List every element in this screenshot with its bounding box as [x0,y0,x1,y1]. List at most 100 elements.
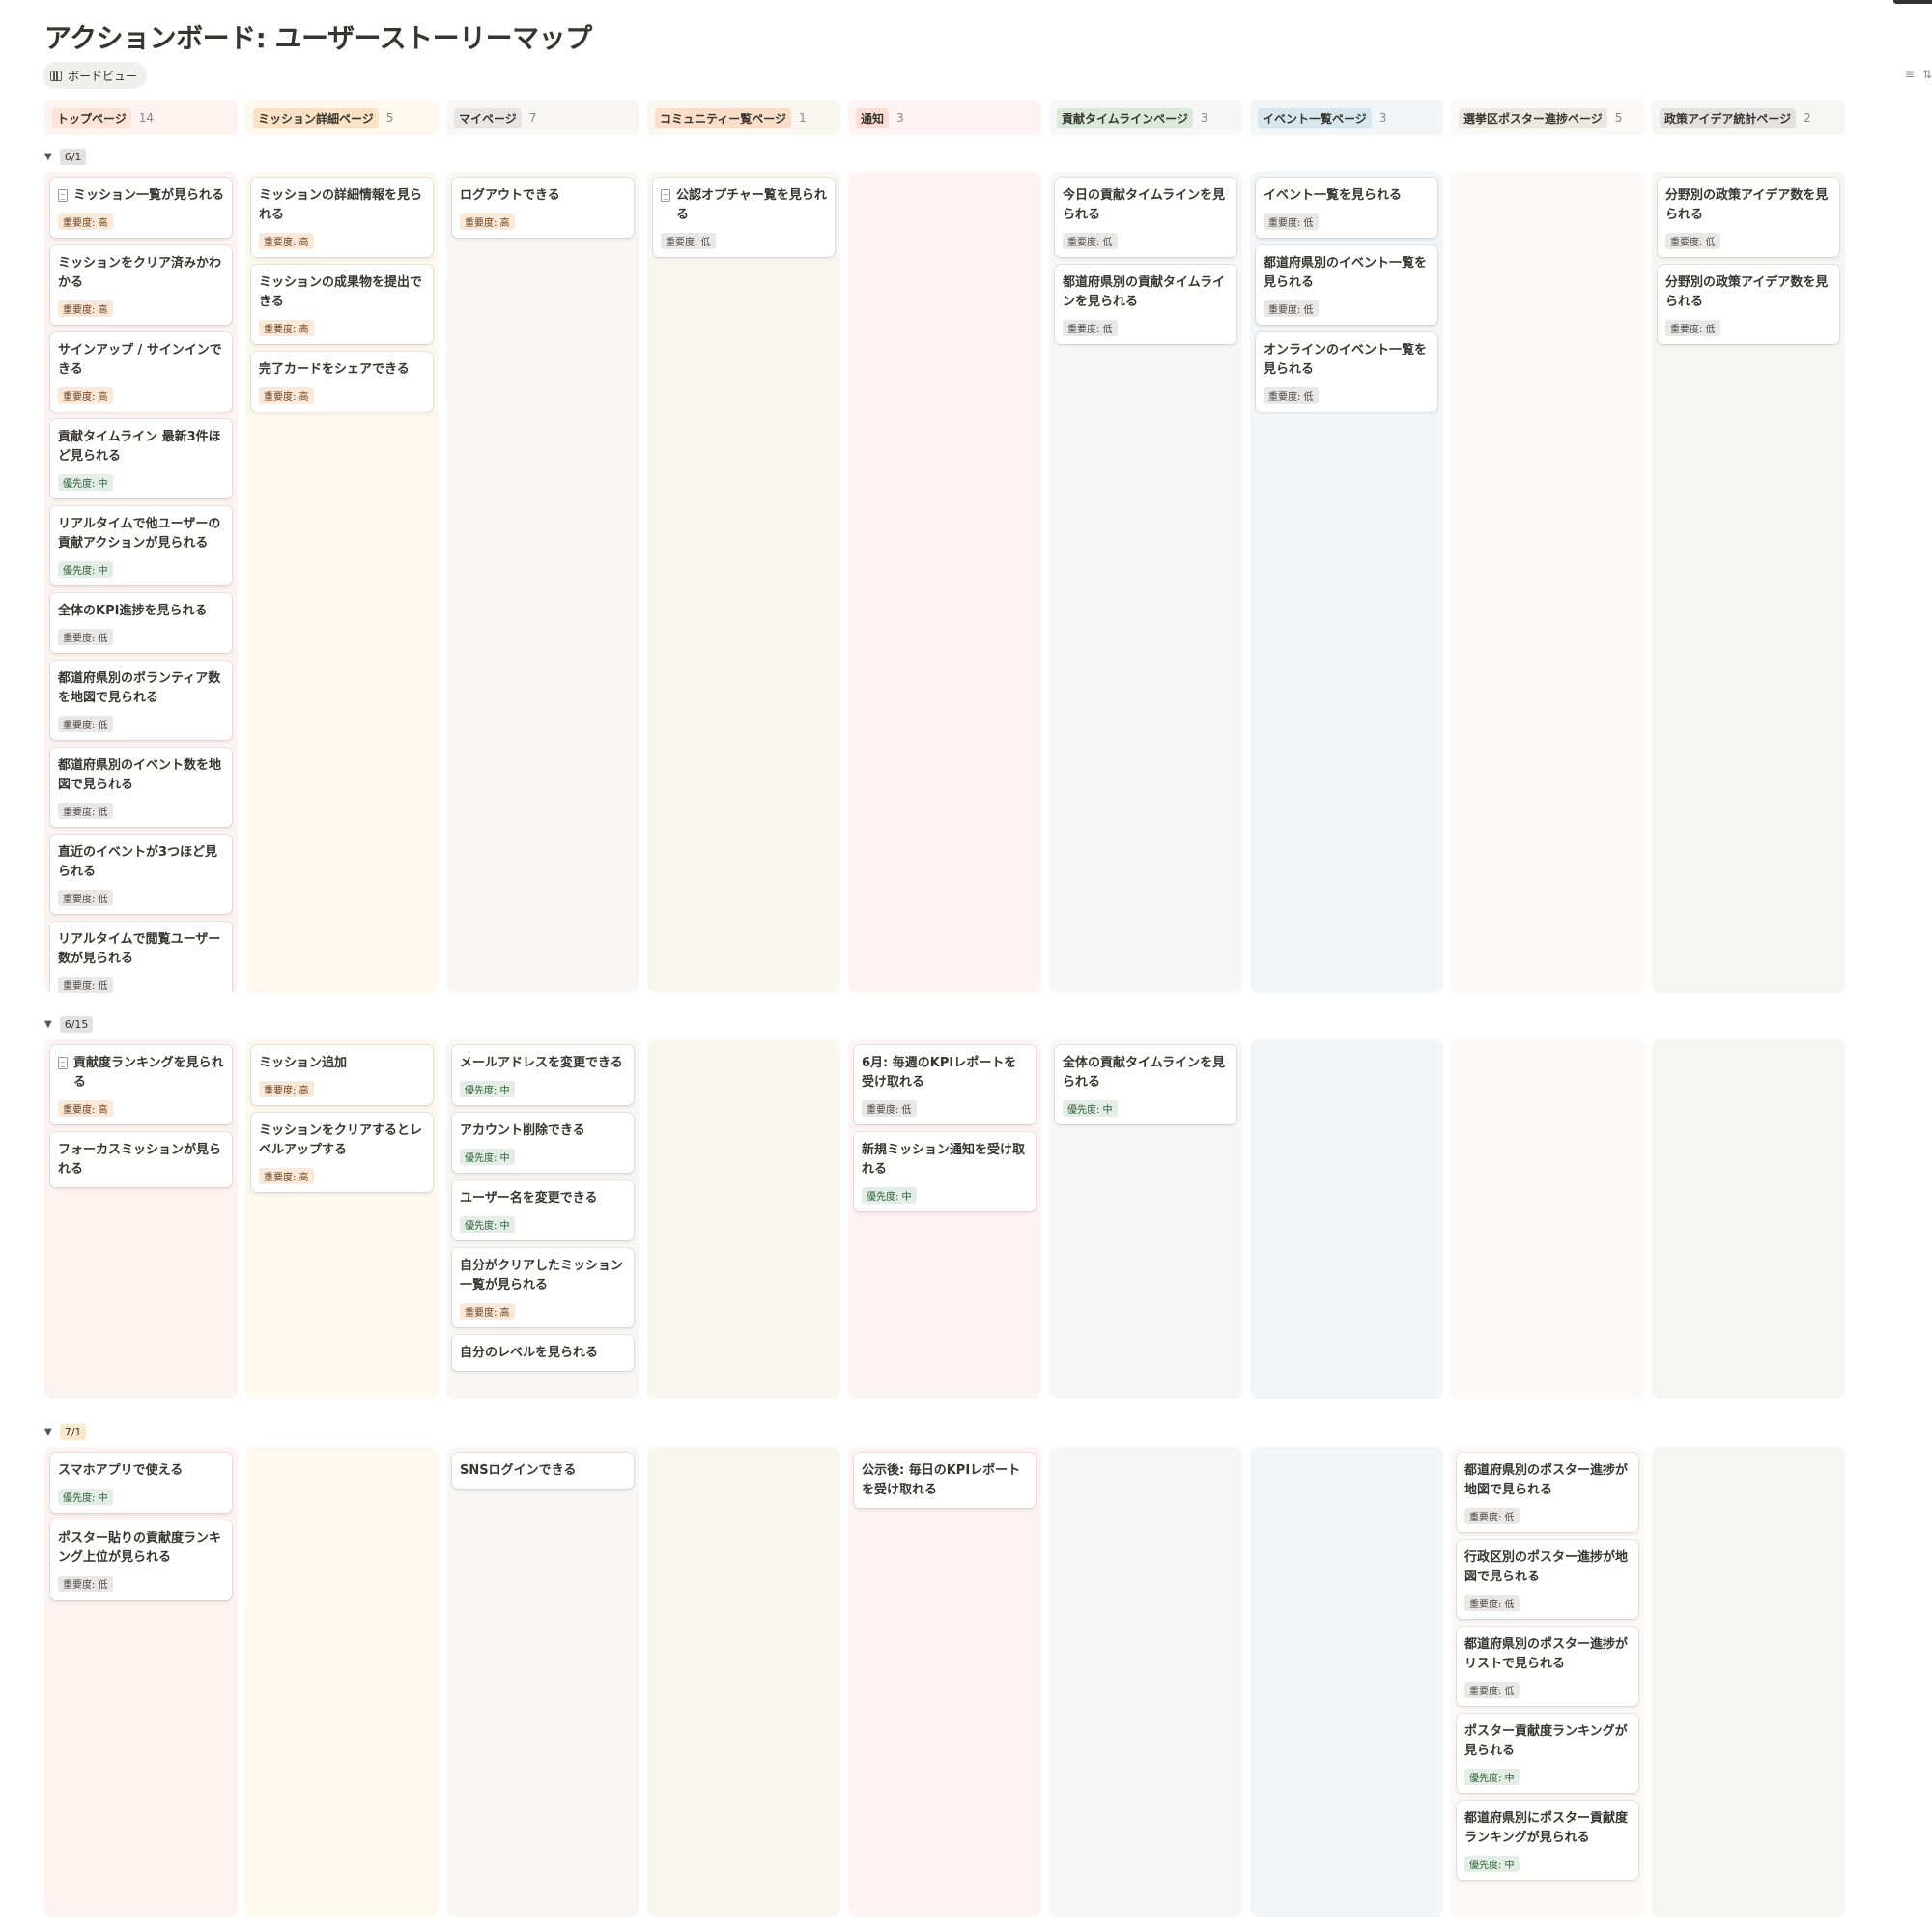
chevron-down-icon[interactable]: ▼ [44,1019,52,1030]
group-toggle[interactable]: ▼ 6/1 [44,149,87,165]
board-view-icon [50,70,62,81]
lane [1652,1447,1845,1917]
story-card[interactable]: 都道府県別のボランティア数を地図で見られる 重要度: 低 [50,661,232,740]
story-card[interactable]: 完了カードをシェアできる 重要度: 高 [251,352,433,412]
story-card[interactable]: リアルタイムで他ユーザーの貢献アクションが見られる 優先度: 中 [50,506,232,585]
priority-badge: 重要度: 高 [259,233,314,249]
story-card[interactable]: リアルタイムで閲覧ユーザー数が見られる 重要度: 低 [50,922,232,993]
column-header[interactable]: 政策アイデア統計ページ 2 [1652,100,1845,135]
card-title: ミッションの成果物を提出できる [259,273,425,312]
column-title: イベント一覧ページ [1258,107,1372,128]
column-header[interactable]: ミッション詳細ページ 5 [245,100,439,135]
column-header[interactable]: イベント一覧ページ 3 [1250,100,1443,135]
story-card[interactable]: 都道府県別のイベント数を地図で見られる 重要度: 低 [50,748,232,827]
card-title: サインアップ / サインインできる [58,341,224,380]
card-title-text: 完了カードをシェアできる [259,362,410,377]
story-card[interactable]: ポスター貢献度ランキングが見られる 優先度: 中 [1457,1714,1638,1793]
card-title-text: 公示後: 毎日のKPIレポートを受け取れる [862,1463,1021,1497]
story-card[interactable]: 貢献度ランキングを見られる 重要度: 高 [50,1045,232,1124]
card-title: 都道府県別のイベント数を地図で見られる [58,756,224,795]
chevron-down-icon[interactable]: ▼ [44,1427,52,1437]
story-card[interactable]: 直近のイベントが3つほど見られる 重要度: 低 [50,835,232,914]
story-card[interactable]: 貢献タイムライン 最新3件ほど見られる優先度: 中 [50,419,232,498]
story-card[interactable]: ポスター貼りの貢献度ランキング上位が見られる 重要度: 低 [50,1520,232,1600]
story-card[interactable]: 行政区別のポスター進捗が地図で見られる 重要度: 低 [1457,1540,1638,1619]
story-card[interactable]: オンラインのイベント一覧を見られる 重要度: 低 [1256,332,1437,412]
group-toggle[interactable]: ▼ 7/1 [44,1424,87,1440]
story-card[interactable]: サインアップ / サインインできる 重要度: 高 [50,332,232,412]
story-card[interactable]: イベント一覧を見られる 重要度: 低 [1256,178,1437,238]
card-title-text: 貢献度ランキングを見られる [73,1056,224,1090]
filter-icon[interactable]: ≡ [1904,68,1915,81]
column-header[interactable]: 通知 3 [848,100,1041,135]
story-card[interactable]: ユーザー名を変更できる 優先度: 中 [452,1180,634,1240]
story-card[interactable]: アカウント削除できる 優先度: 中 [452,1113,634,1173]
priority-badge: 重要度: 高 [58,300,113,317]
column-title: トップページ [52,107,131,128]
lane [1451,172,1644,993]
card-title-text: 貢献タイムライン 最新3件ほど見られる [58,430,221,464]
story-card[interactable]: スマホアプリで使える 優先度: 中 [50,1453,232,1513]
story-card[interactable]: ミッションの詳細情報を見られる 重要度: 高 [251,178,433,257]
chevron-down-icon[interactable]: ▼ [44,152,52,162]
priority-badge: 重要度: 低 [1264,387,1319,404]
story-card[interactable]: フォーカスミッションが見られる [50,1132,232,1187]
priority-badge: 重要度: 高 [259,1168,314,1184]
column-header[interactable]: 貢献タイムラインページ 3 [1049,100,1242,135]
column-header[interactable]: マイページ 7 [446,100,639,135]
story-card[interactable]: 分野別の政策アイデア数を見られる 重要度: 低 [1658,178,1839,257]
lane [1652,1039,1845,1399]
priority-badge: 重要度: 高 [259,320,314,336]
story-card[interactable]: 全体のKPI進捗を見られる 重要度: 低 [50,593,232,653]
card-title: 分野別の政策アイデア数を見られる [1665,186,1832,225]
story-card[interactable]: 都道府県別のポスター進捗がリストで見られる 重要度: 低 [1457,1627,1638,1706]
priority-badge: 優先度: 中 [460,1081,515,1097]
card-title: イベント一覧を見られる [1264,186,1430,206]
story-card[interactable]: ミッションの成果物を提出できる重要度: 高 [251,265,433,344]
story-card[interactable]: 分野別の政策アイデア数を見られる重要度: 低 [1658,265,1839,344]
story-card[interactable]: メールアドレスを変更できる 優先度: 中 [452,1045,634,1105]
card-title: 都道府県別の貢献タイムラインを見られる [1063,273,1229,312]
column-count: 3 [1378,111,1387,125]
group-toggle[interactable]: ▼ 6/15 [44,1016,94,1033]
priority-badge: 優先度: 中 [58,474,113,491]
priority-badge: 重要度: 低 [661,233,716,249]
card-title: メールアドレスを変更できる [460,1054,626,1073]
card-title-text: ミッションの成果物を提出できる [259,275,423,309]
column-header[interactable]: トップページ 14 [44,100,238,135]
story-card[interactable]: ミッションをクリア済みかわかる 重要度: 高 [50,245,232,325]
story-card[interactable]: ミッションをクリアするとレベルアップする 重要度: 高 [251,1113,433,1192]
column-count: 1 [799,111,807,125]
story-card[interactable]: ミッション一覧が見られる 重要度: 高 [50,178,232,238]
priority-badge: 重要度: 低 [1665,320,1720,336]
lane: 全体の貢献タイムラインを見られる 優先度: 中 [1049,1039,1242,1399]
priority-badge: 優先度: 中 [1464,1856,1520,1872]
column-count: 7 [528,111,537,125]
story-card[interactable]: ミッション追加 重要度: 高 [251,1045,433,1105]
column-header[interactable]: 選挙区ポスター進捗ページ 5 [1451,100,1644,135]
story-card[interactable]: 都道府県別の貢献タイムラインを見られる 重要度: 低 [1055,265,1236,344]
story-card[interactable]: 今日の貢献タイムラインを見られる 重要度: 低 [1055,178,1236,257]
priority-badge: 優先度: 中 [58,1489,113,1505]
sort-icon[interactable]: ⇅ [1921,68,1932,81]
lane: 公認オプチャー覧を見られる 重要度: 低 [647,172,840,993]
story-card[interactable]: 都道府県別のポスター進捗が地図で見られる 重要度: 低 [1457,1453,1638,1532]
story-card[interactable]: 公示後: 毎日のKPIレポートを受け取れる [854,1453,1036,1508]
story-card[interactable]: 6月: 毎週のKPIレポートを受け取れる 重要度: 低 [854,1045,1036,1124]
story-card[interactable]: 都道府県別のイベント一覧を見られる 重要度: 低 [1256,245,1437,325]
story-card[interactable]: 全体の貢献タイムラインを見られる 優先度: 中 [1055,1045,1236,1124]
column-header[interactable]: コミュニティー覧ページ 1 [647,100,840,135]
story-card[interactable]: 新規ミッション通知を受け取れる 優先度: 中 [854,1132,1036,1211]
lane [848,172,1041,993]
board-view-button[interactable]: ボードビュー [43,62,148,89]
lane [1250,1447,1443,1917]
story-card[interactable]: 都道府県別にポスター貢献度ランキングが見られる 優先度: 中 [1457,1801,1638,1880]
card-title-text: 分野別の政策アイデア数を見られる [1665,275,1829,309]
card-title-text: ポスター貢献度ランキングが見られる [1464,1724,1628,1758]
story-card[interactable]: 自分のレベルを見られる [452,1335,634,1371]
story-card[interactable]: 公認オプチャー覧を見られる 重要度: 低 [653,178,835,257]
story-card[interactable]: 自分がクリアしたミッション一覧が見られる 重要度: 高 [452,1248,634,1327]
story-card[interactable]: ログアウトできる 重要度: 高 [452,178,634,238]
card-title-text: 都道府県別のイベント数を地図で見られる [58,758,222,792]
story-card[interactable]: SNSログインできる [452,1453,634,1489]
